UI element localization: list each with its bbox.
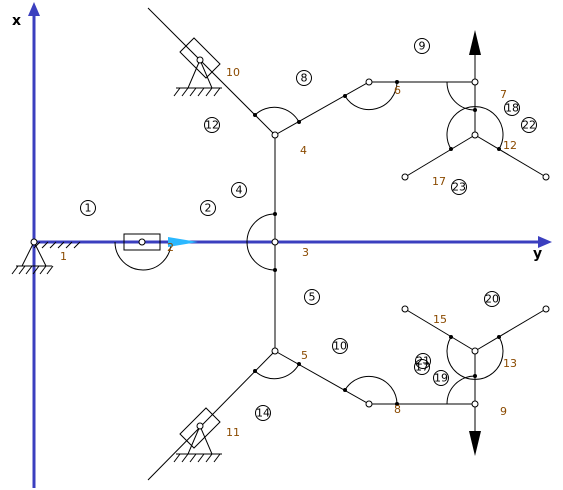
circled-label: 14 — [255, 405, 271, 421]
circled-label: 18 — [504, 100, 520, 116]
x-axis — [28, 2, 40, 488]
svg-text:4: 4 — [236, 184, 243, 197]
circled-label: 2 — [200, 200, 216, 216]
arc-dots — [169, 80, 501, 406]
circled-label: 5 — [304, 289, 320, 305]
circled-label: 17 — [414, 359, 430, 375]
angle-arcs — [114, 81, 504, 405]
svg-text:2: 2 — [205, 202, 212, 215]
y-axis-label: y — [533, 246, 542, 262]
svg-text:21: 21 — [416, 355, 430, 368]
joint-label: 10 — [226, 66, 240, 79]
circled-label: 19 — [433, 370, 449, 386]
links — [147, 7, 547, 481]
slider-direction-arrow — [168, 237, 198, 247]
svg-text:5: 5 — [309, 291, 316, 304]
circled-label: 1 — [80, 200, 96, 216]
joint-label: 5 — [301, 349, 308, 362]
y-axis — [34, 236, 552, 248]
svg-text:9: 9 — [419, 40, 426, 53]
svg-text:17: 17 — [415, 361, 429, 374]
joint-label: 13 — [503, 357, 517, 370]
joint-label: 2 — [167, 241, 174, 254]
upper-pivot-support — [173, 37, 222, 97]
circled-label: 9 — [414, 38, 430, 54]
joint-label: 8 — [394, 403, 401, 416]
upper-output-arrow — [469, 30, 481, 55]
svg-text:1: 1 — [85, 202, 92, 215]
circled-label: 10 — [332, 338, 348, 354]
lower-pivot-support — [173, 407, 222, 463]
joint-label: 9 — [500, 405, 507, 418]
svg-text:12: 12 — [205, 119, 219, 132]
svg-text:8: 8 — [301, 72, 308, 85]
x-axis-label: x — [12, 13, 21, 29]
joints — [30, 56, 550, 430]
circled-label: 22 — [521, 117, 537, 133]
svg-text:20: 20 — [485, 293, 499, 306]
svg-text:14: 14 — [256, 407, 270, 420]
svg-text:23: 23 — [452, 181, 466, 194]
svg-text:10: 10 — [333, 340, 347, 353]
svg-text:22: 22 — [522, 119, 536, 132]
lower-output-arrow — [469, 431, 481, 456]
joint-label: 1 — [60, 250, 67, 263]
origin-ground-support — [11, 240, 81, 275]
joint-label: 6 — [394, 84, 401, 97]
circled-label: 21 — [415, 353, 431, 369]
joint-label: 7 — [500, 88, 507, 101]
svg-text:19: 19 — [434, 372, 448, 385]
circled-label: 12 — [204, 117, 220, 133]
joint-label: 15 — [433, 313, 447, 326]
circled-label: 23 — [451, 179, 467, 195]
circled-label: 4 — [231, 182, 247, 198]
joint-label: 3 — [302, 246, 309, 259]
joint-label: 11 — [226, 426, 240, 439]
joint-label: 4 — [300, 144, 307, 157]
circled-label: 8 — [296, 70, 312, 86]
circled-label: 20 — [484, 291, 500, 307]
slider-block — [123, 233, 161, 251]
svg-text:18: 18 — [505, 102, 519, 115]
joint-label: 17 — [432, 175, 446, 188]
joint-label: 12 — [503, 139, 517, 152]
